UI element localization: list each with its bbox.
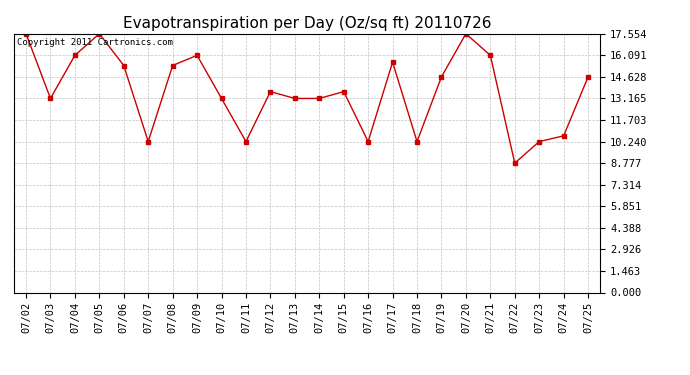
- Title: Evapotranspiration per Day (Oz/sq ft) 20110726: Evapotranspiration per Day (Oz/sq ft) 20…: [123, 16, 491, 31]
- Text: Copyright 2011 Cartronics.com: Copyright 2011 Cartronics.com: [17, 38, 172, 46]
